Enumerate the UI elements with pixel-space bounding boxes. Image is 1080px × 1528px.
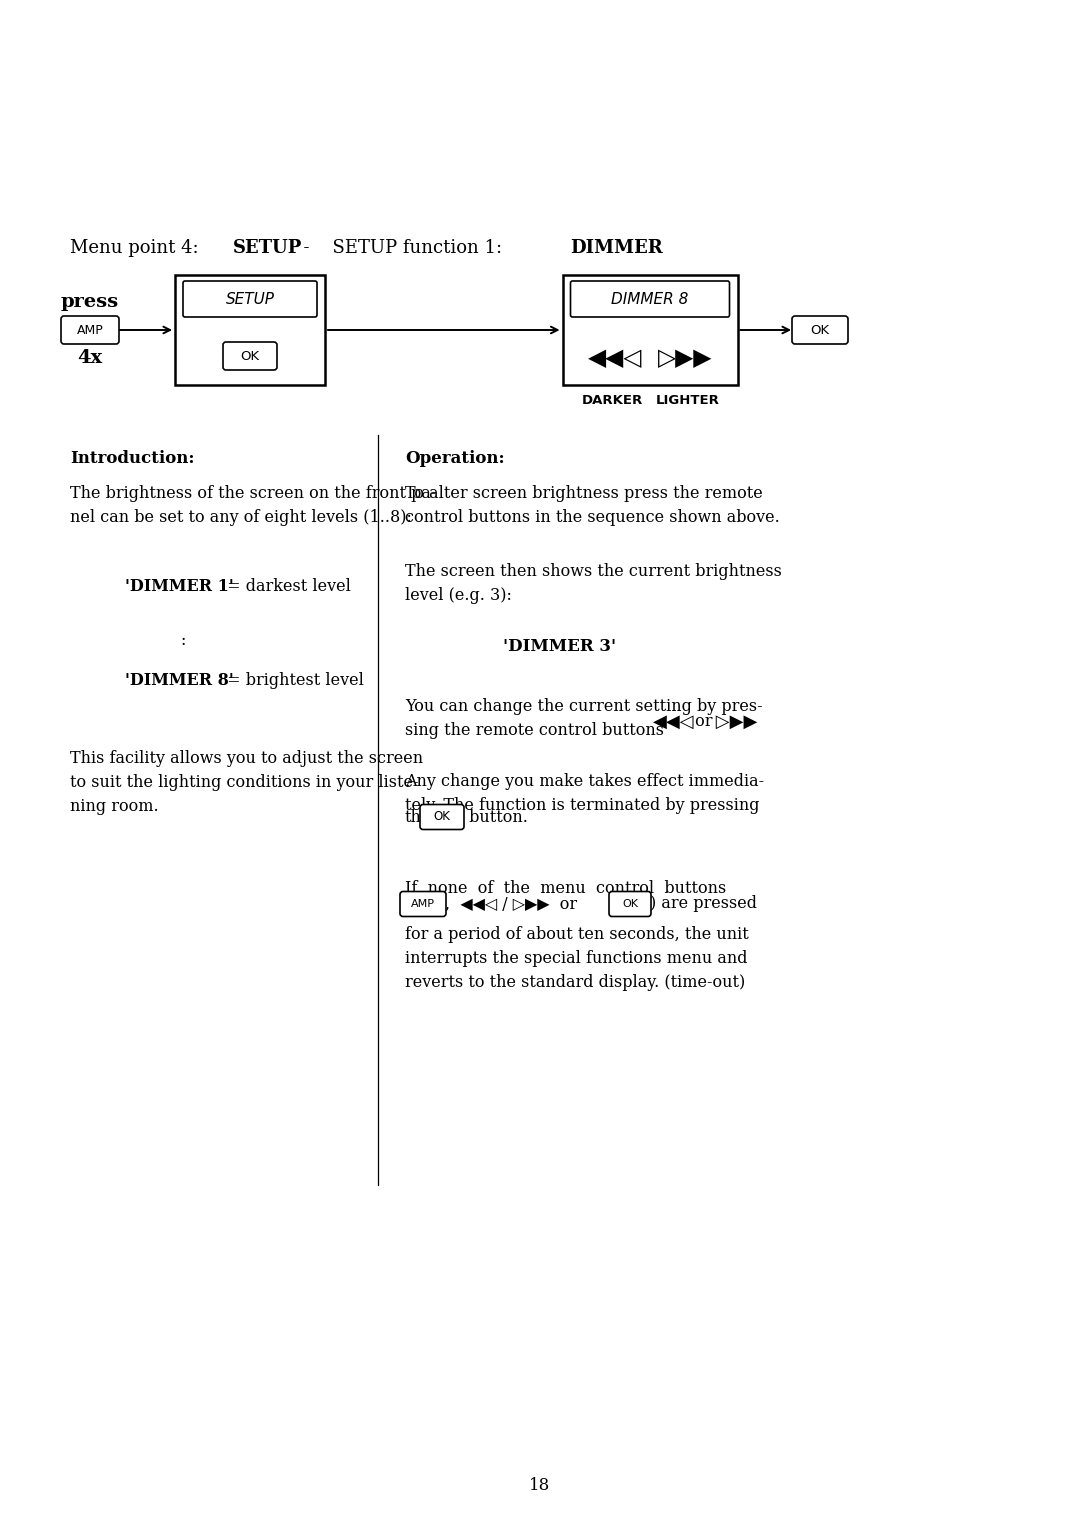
FancyBboxPatch shape — [222, 342, 276, 370]
Text: DARKER: DARKER — [581, 394, 643, 408]
Bar — [175, 275, 325, 385]
Text: LIGHTER: LIGHTER — [656, 394, 720, 408]
FancyBboxPatch shape — [60, 316, 119, 344]
Text: OK: OK — [241, 350, 259, 362]
Text: DIMMER 8: DIMMER 8 — [611, 292, 689, 307]
Text: The brightness of the screen on the front pa-
nel can be set to any of eight lev: The brightness of the screen on the fron… — [70, 484, 436, 526]
Text: Introduction:: Introduction: — [70, 451, 194, 468]
Text: DIMMER: DIMMER — [570, 238, 663, 257]
Text: ◀◀◁: ◀◀◁ — [588, 345, 643, 370]
Text: = brightest level: = brightest level — [222, 672, 364, 689]
Text: OK: OK — [433, 810, 450, 824]
Text: You can change the current setting by pres-
sing the remote control buttons: You can change the current setting by pr… — [405, 698, 762, 740]
Text: ) are pressed: ) are pressed — [650, 895, 757, 912]
Text: the: the — [405, 808, 431, 825]
Text: OK: OK — [810, 324, 829, 336]
FancyBboxPatch shape — [420, 805, 464, 830]
Bar — [563, 275, 738, 385]
Text: = darkest level: = darkest level — [222, 578, 351, 594]
Text: :: : — [180, 633, 186, 649]
Text: 'DIMMER 8': 'DIMMER 8' — [125, 672, 233, 689]
Text: SETUP: SETUP — [226, 292, 274, 307]
Text: 4x: 4x — [78, 348, 103, 367]
Text: Any change you make takes effect immedia-
tely. The function is terminated by pr: Any change you make takes effect immedia… — [405, 773, 765, 814]
Text: The screen then shows the current brightness
level (e.g. 3):: The screen then shows the current bright… — [405, 562, 782, 604]
FancyBboxPatch shape — [570, 281, 729, 316]
Text: To alter screen brightness press the remote
control buttons in the sequence show: To alter screen brightness press the rem… — [405, 484, 780, 526]
Text: AMP: AMP — [77, 324, 104, 336]
Text: .: . — [747, 714, 752, 730]
FancyBboxPatch shape — [792, 316, 848, 344]
FancyBboxPatch shape — [183, 281, 318, 316]
Text: 18: 18 — [529, 1476, 551, 1493]
Text: ▷▶▶: ▷▶▶ — [710, 714, 757, 730]
Text: ◀◀◁: ◀◀◁ — [653, 714, 694, 730]
Text: If  none  of  the  menu  control  buttons: If none of the menu control buttons — [405, 880, 726, 897]
Text: This facility allows you to adjust the screen
to suit the lighting conditions in: This facility allows you to adjust the s… — [70, 750, 423, 816]
FancyBboxPatch shape — [400, 891, 446, 917]
Text: Operation:: Operation: — [405, 451, 504, 468]
Text: -    SETUP function 1:: - SETUP function 1: — [292, 238, 514, 257]
Text: button.: button. — [464, 808, 528, 825]
Text: ,  ◀◀◁ / ▷▶▶  or: , ◀◀◁ / ▷▶▶ or — [445, 895, 577, 912]
Text: 'DIMMER 1': 'DIMMER 1' — [125, 578, 233, 594]
Text: OK: OK — [622, 898, 638, 909]
Text: 'DIMMER 3': 'DIMMER 3' — [503, 639, 617, 656]
Text: AMP: AMP — [411, 898, 435, 909]
Text: or: or — [690, 714, 713, 730]
Text: ▷▶▶: ▷▶▶ — [658, 345, 712, 370]
Text: SETUP: SETUP — [233, 238, 302, 257]
Text: for a period of about ten seconds, the unit
interrupts the special functions men: for a period of about ten seconds, the u… — [405, 926, 748, 992]
FancyBboxPatch shape — [609, 891, 651, 917]
Text: (: ( — [405, 895, 411, 912]
Text: Menu point 4:: Menu point 4: — [70, 238, 211, 257]
Text: press: press — [60, 293, 119, 312]
